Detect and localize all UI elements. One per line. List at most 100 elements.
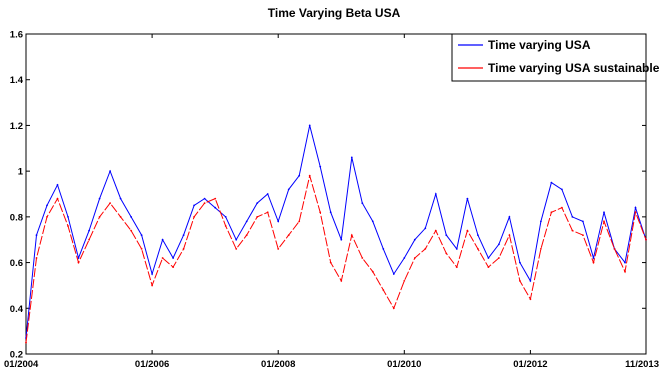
y-tick-label: 1.4 [10, 75, 24, 86]
series-2-point [172, 266, 175, 268]
series-1-point [529, 280, 532, 282]
series-2-point [203, 202, 206, 205]
series-2-point [508, 234, 511, 237]
series-2-point [382, 289, 385, 291]
series-1-point [445, 234, 448, 237]
series-2-point [140, 248, 143, 250]
series-2-point [25, 341, 27, 344]
series-2-point [434, 229, 437, 232]
series-2-point [403, 280, 406, 282]
series-2-point [245, 234, 248, 237]
series-1-point [508, 216, 511, 218]
series-2-point [88, 238, 90, 241]
y-tick-label: 0.4 [10, 304, 24, 315]
series-1-point [498, 243, 500, 246]
series-1-point [477, 234, 479, 237]
series-1-point [403, 257, 406, 259]
series-2-point [98, 216, 101, 218]
series-1-point [424, 227, 427, 230]
series-1-point [624, 261, 626, 264]
y-tick-label: 0.6 [10, 258, 23, 269]
series-2-point [603, 220, 605, 223]
series-1-point [413, 238, 416, 241]
y-tick-label: 0.2 [10, 350, 23, 361]
series-2-point [214, 197, 217, 200]
series-1-point [455, 248, 458, 250]
series-2-point [224, 225, 227, 227]
series-1-point [319, 165, 322, 168]
series-1-point [119, 197, 122, 200]
series-1-point [487, 257, 490, 259]
series-1-point [582, 220, 584, 223]
series-2-point [119, 216, 122, 218]
series-1-point [182, 234, 185, 237]
series-2-point [277, 248, 280, 250]
series-2-point [529, 298, 532, 300]
y-tick-label: 1.2 [10, 121, 23, 132]
x-tick-label: 11/2013 [625, 359, 659, 370]
series-2-point [592, 261, 595, 264]
series-1-point [340, 238, 343, 241]
series-2-point [35, 257, 38, 259]
series-layer [25, 124, 647, 344]
x-axis: 01/2004 01/2006 01/2008 01/2010 01/2012 11/20… [4, 34, 659, 370]
y-tick-label: 0.8 [10, 212, 23, 223]
legend-label-series-2: Time varying USA sustainable [488, 61, 660, 75]
series-1-point [550, 181, 553, 184]
series-1-point [266, 193, 269, 195]
series-2-point [151, 284, 154, 287]
series-2-point [519, 280, 521, 282]
series-2-point [466, 229, 469, 232]
series-2-point [571, 229, 574, 232]
series-1-point [371, 220, 374, 223]
series-1-point [235, 238, 238, 241]
series-1-point [434, 193, 437, 195]
series-2-point [182, 248, 185, 250]
series-1-point [46, 204, 48, 207]
series-2-point [266, 211, 269, 214]
plot-area [25, 33, 647, 355]
series-2-point [540, 248, 542, 250]
series-1-point [519, 261, 521, 264]
chart-title: Time Varying Beta USA [268, 6, 401, 20]
series-2-point [413, 257, 416, 259]
series-2-point [634, 211, 637, 214]
series-2-point [319, 211, 322, 214]
series-1-point [224, 216, 227, 218]
legend-box [451, 33, 647, 82]
series-1-point [592, 257, 595, 259]
series-1-point [298, 174, 301, 177]
series-2-point [235, 248, 238, 250]
series-1-point [172, 257, 175, 259]
series-1-point [308, 124, 311, 127]
series-1-point [571, 216, 574, 218]
series-2-point [550, 211, 553, 214]
series-1-point [35, 234, 38, 237]
x-tick-label: 01/2006 [135, 359, 169, 370]
series-2-point [477, 248, 479, 250]
series-2-point [582, 234, 584, 237]
series-2-point [329, 261, 332, 264]
series-1-point [88, 229, 90, 232]
series-2-point [56, 197, 59, 200]
series-1-point [56, 184, 59, 186]
series-line-2 [25, 175, 647, 343]
series-1-point [161, 238, 164, 241]
series-2-point [77, 261, 80, 264]
series-1-point [193, 204, 196, 207]
series-1-point [98, 197, 101, 200]
series-2-point [46, 216, 48, 218]
series-1-point [67, 216, 69, 218]
series-2-point [361, 257, 364, 259]
series-2-point [287, 234, 290, 237]
series-2-point [308, 174, 311, 177]
series-2-point [340, 280, 343, 282]
series-2-point [256, 216, 259, 218]
series-2-point [350, 234, 353, 237]
series-1-point [109, 170, 111, 173]
series-2-point [371, 270, 374, 273]
series-1-point [361, 202, 364, 205]
series-1-point [130, 216, 133, 218]
series-2-point [645, 238, 647, 241]
legend: Time varying USA Time varying USA sustai… [451, 33, 660, 82]
